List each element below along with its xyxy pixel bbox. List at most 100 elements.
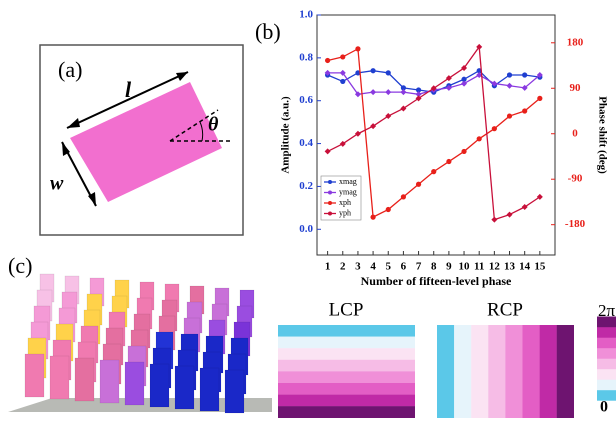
pillar <box>75 358 94 401</box>
marker <box>491 217 497 223</box>
marker <box>340 54 345 59</box>
pillar <box>50 356 69 399</box>
marker <box>386 70 391 75</box>
y2-tick-label: -180 <box>565 218 586 230</box>
pillar <box>225 370 244 413</box>
marker <box>386 207 391 212</box>
y-tick-label: 0.6 <box>299 94 313 106</box>
marker <box>461 149 466 154</box>
figure: (a) l w θ (b) Number of fifteen-level ph… <box>0 0 616 423</box>
width-label: w <box>50 173 64 195</box>
rcp-label: RCP <box>487 299 523 320</box>
marker <box>537 96 542 101</box>
marker <box>325 148 331 154</box>
marker <box>477 136 482 141</box>
color-step <box>597 380 616 391</box>
pillar <box>200 368 219 411</box>
stripe <box>278 337 415 349</box>
legend-swatch <box>328 212 332 216</box>
stripe <box>278 383 415 395</box>
y2-axis-title: Phase shift (deg) <box>596 96 608 174</box>
x-tick-label: 12 <box>489 261 501 273</box>
stripe <box>278 325 415 337</box>
x-tick-label: 3 <box>355 261 361 273</box>
color-step <box>597 327 616 338</box>
angle-label: θ <box>208 114 219 136</box>
pillar <box>175 366 194 409</box>
lcp-label: LCP <box>329 299 364 320</box>
legend-swatch <box>328 180 332 184</box>
marker <box>507 113 512 118</box>
color-step <box>597 338 616 349</box>
marker <box>431 169 436 174</box>
marker <box>401 194 406 199</box>
marker <box>461 81 467 87</box>
x-tick-label: 5 <box>385 261 391 273</box>
x-tick-label: 9 <box>446 261 452 273</box>
marker <box>340 79 345 84</box>
stripe <box>278 395 415 407</box>
marker <box>416 182 421 187</box>
pillar <box>125 362 144 405</box>
stripe <box>488 325 505 418</box>
x-tick-label: 8 <box>431 261 437 273</box>
x-tick-label: 11 <box>474 261 484 273</box>
y2-tick-label: 90 <box>570 82 582 94</box>
stripe <box>278 360 415 372</box>
marker <box>400 89 406 95</box>
marker <box>370 215 375 220</box>
x-tick-label: 14 <box>519 261 531 273</box>
colorbar <box>597 317 616 401</box>
x-tick-label: 6 <box>401 261 407 273</box>
legend-swatch <box>328 201 332 205</box>
legend-swatch <box>328 191 332 195</box>
stripe <box>454 325 471 418</box>
y-tick-label: 0.0 <box>299 223 313 235</box>
y2-tick-label: 180 <box>567 36 584 48</box>
y-tick-label: 0.4 <box>299 137 313 149</box>
x-tick-label: 15 <box>534 261 546 273</box>
x-tick-label: 4 <box>370 261 376 273</box>
marker <box>446 159 451 164</box>
y-tick-label: 0.8 <box>299 51 313 63</box>
panel-label: (c) <box>8 253 32 278</box>
marker <box>492 126 497 131</box>
pillar <box>100 360 119 403</box>
panel-label: (b) <box>255 19 281 44</box>
color-step <box>597 369 616 380</box>
pillar <box>150 364 169 407</box>
metasurface <box>25 274 254 413</box>
rcp-pattern <box>437 325 574 418</box>
stripe <box>471 325 488 418</box>
marker <box>507 83 513 89</box>
y-tick-label: 1.0 <box>299 9 313 21</box>
marker <box>355 46 360 51</box>
marker <box>522 72 527 77</box>
marker <box>507 212 513 218</box>
marker <box>325 58 330 63</box>
x-axis-title: Number of fifteen-level phase <box>361 274 512 288</box>
stripe <box>437 325 454 418</box>
x-tick-label: 13 <box>504 261 516 273</box>
marker <box>385 89 391 95</box>
lcp-pattern <box>278 325 415 418</box>
x-tick-label: 7 <box>416 261 422 273</box>
color-step <box>597 348 616 359</box>
pillar <box>25 354 44 397</box>
legend-label: xmag <box>339 177 357 186</box>
y2-tick-label: 0 <box>572 127 578 139</box>
x-tick-label: 1 <box>325 261 331 273</box>
legend-label: ymag <box>339 187 357 196</box>
y-tick-label: 0.2 <box>299 180 313 192</box>
marker <box>370 89 376 95</box>
stripe <box>505 325 522 418</box>
colorbar-max: 2π <box>598 301 616 320</box>
length-label: l <box>125 77 132 102</box>
y2-tick-label: -90 <box>568 173 583 185</box>
stripe <box>557 325 574 418</box>
legend-label: yph <box>339 208 351 217</box>
marker <box>507 72 512 77</box>
color-step <box>597 359 616 370</box>
stripe <box>540 325 557 418</box>
